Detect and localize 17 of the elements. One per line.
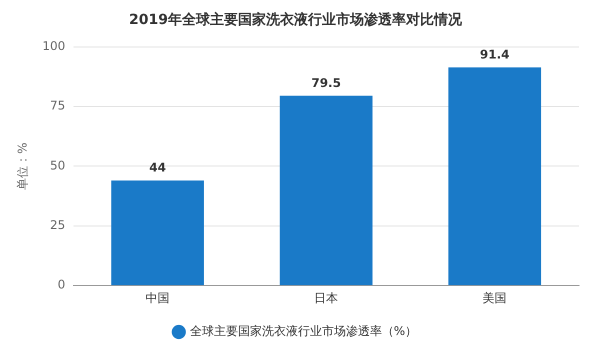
data-label: 91.4 [480, 47, 510, 62]
x-tick-label: 中国 [146, 290, 170, 305]
y-tick-label: 50 [50, 158, 66, 172]
y-tick-label: 25 [50, 218, 66, 232]
y-tick-label: 100 [42, 38, 66, 53]
y-tick-label: 0 [58, 278, 66, 292]
bar [111, 180, 204, 286]
data-label: 44 [149, 160, 166, 175]
y-axis-title: 单位：% [15, 142, 30, 190]
x-tick-label: 美国 [482, 290, 507, 305]
data-label: 79.5 [311, 76, 341, 90]
chart-title: 2019年全球主要国家洗衣液行业市场渗透率对比情况 [129, 11, 463, 28]
bar [448, 67, 542, 286]
x-tick-label: 日本 [314, 290, 338, 305]
legend-label: 全球主要国家洗衣液行业市场渗透率（%） [190, 324, 418, 338]
y-tick-label: 75 [50, 98, 66, 113]
bar [280, 96, 373, 286]
